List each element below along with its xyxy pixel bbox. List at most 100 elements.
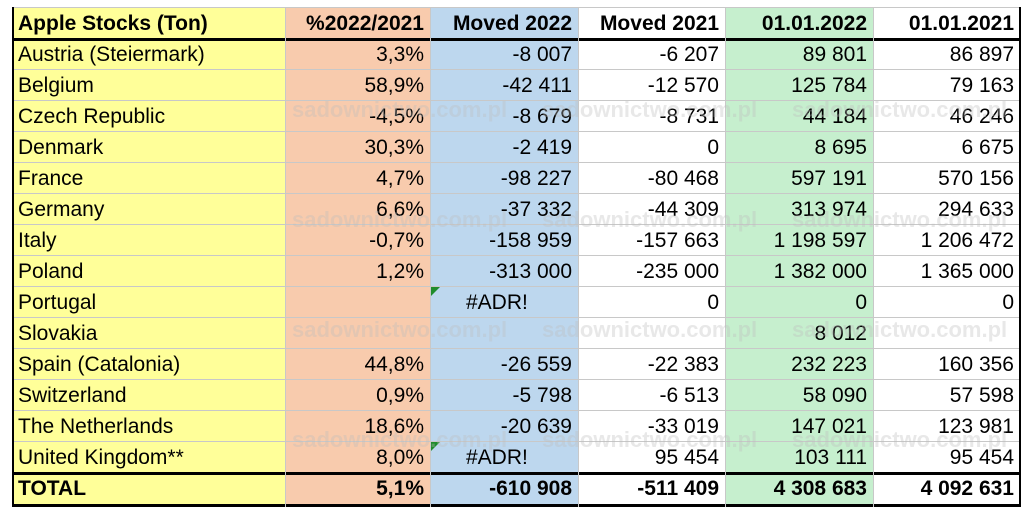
row-divider — [12, 441, 1020, 442]
column-divider — [285, 7, 286, 507]
row-divider — [12, 162, 1020, 163]
cell-d2021: 46 246 — [949, 105, 1014, 128]
cell-d2022: 313 974 — [791, 198, 867, 221]
cell-moved2022: -42 411 — [502, 74, 572, 97]
cell-pct — [285, 287, 430, 318]
cell-d2021: 123 981 — [938, 415, 1014, 438]
cell-d2022: 8 695 — [814, 136, 867, 159]
column-divider — [1019, 7, 1021, 507]
cell-moved2021: -235 000 — [636, 260, 719, 283]
country-name: France — [18, 167, 84, 190]
cell-d2022: 232 223 — [791, 353, 867, 376]
country-name: Denmark — [18, 136, 104, 159]
cell-d2021: 79 163 — [949, 74, 1014, 97]
cell-moved2022: -98 227 — [500, 167, 572, 190]
country-name: United Kingdom** — [18, 446, 184, 469]
cell-pct: -4,5% — [369, 105, 424, 128]
row-divider — [12, 286, 1020, 287]
cell-moved2021: -22 383 — [647, 353, 719, 376]
cell-d2022: 89 801 — [802, 43, 867, 66]
row-divider — [12, 131, 1020, 132]
row-divider — [12, 69, 1020, 70]
column-bg-moved2022 — [430, 7, 578, 507]
cell-pct: 1,2% — [376, 260, 424, 283]
row-divider — [12, 379, 1020, 380]
column-divider — [725, 7, 726, 507]
cell-pct: 18,6% — [364, 415, 424, 438]
cell-d2021 — [873, 318, 1020, 349]
row-divider — [12, 348, 1020, 349]
cell-d2021: 1 206 472 — [920, 229, 1014, 252]
total-label: TOTAL — [18, 477, 87, 500]
total-moved2021: -511 409 — [637, 477, 719, 500]
cell-d2022: 1 382 000 — [773, 260, 867, 283]
cell-moved2022: -5 798 — [512, 384, 572, 407]
country-name: Switzerland — [18, 384, 127, 407]
cell-pct: 6,6% — [376, 198, 424, 221]
cell-d2022: 125 784 — [791, 74, 867, 97]
cell-pct: 58,9% — [364, 74, 424, 97]
country-name: Spain (Catalonia) — [18, 353, 181, 376]
cell-d2022: 103 111 — [794, 446, 867, 469]
cell-moved2021: -157 663 — [636, 229, 719, 252]
cell-moved2021: 0 — [707, 136, 719, 159]
cell-moved2021: -44 309 — [647, 198, 719, 221]
row-divider — [12, 100, 1020, 101]
header-country: Apple Stocks (Ton) — [18, 12, 208, 35]
cell-d2022: 1 198 597 — [773, 229, 867, 252]
row-divider — [12, 38, 1020, 41]
row-divider — [12, 504, 1020, 507]
cell-moved2021: -8 731 — [659, 105, 719, 128]
row-divider — [12, 410, 1020, 411]
country-name: The Netherlands — [18, 415, 174, 438]
cell-pct: 44,8% — [364, 353, 424, 376]
cell-pct: -0,7% — [369, 229, 424, 252]
cell-pct: 3,3% — [376, 43, 424, 66]
country-name: Slovakia — [18, 322, 98, 345]
column-divider — [12, 7, 14, 507]
cell-moved2021: -80 468 — [647, 167, 719, 190]
header-d2022: 01.01.2022 — [761, 12, 867, 35]
cell-d2021: 57 598 — [949, 384, 1014, 407]
cell-d2022: 147 021 — [791, 415, 867, 438]
cell-moved2021: 0 — [707, 291, 719, 314]
cell-d2021: 86 897 — [949, 43, 1014, 66]
cell-moved2021: -6 207 — [659, 43, 719, 66]
total-pct: 5,1% — [376, 477, 424, 500]
cell-d2021: 95 454 — [949, 446, 1014, 469]
cell-d2021: 1 365 000 — [920, 260, 1014, 283]
column-divider — [578, 7, 579, 507]
row-divider — [12, 7, 1020, 8]
cell-moved2022: -8 007 — [512, 43, 572, 66]
cell-moved2022: #ADR! — [466, 446, 528, 469]
column-bg-d2022 — [725, 7, 873, 507]
column-bg-pct — [285, 7, 430, 507]
row-divider — [12, 255, 1020, 256]
row-divider — [12, 193, 1020, 194]
cell-d2022: 58 090 — [802, 384, 867, 407]
cell-moved2021: -12 570 — [647, 74, 719, 97]
country-name: Poland — [18, 260, 84, 283]
cell-pct: 8,0% — [376, 446, 424, 469]
country-name: Germany — [18, 198, 105, 221]
total-moved2022: -610 908 — [489, 477, 572, 500]
cell-d2021: 6 675 — [961, 136, 1014, 159]
column-bg-d2021 — [873, 7, 1020, 507]
cell-moved2021: 95 454 — [654, 446, 719, 469]
cell-moved2021: -33 019 — [647, 415, 719, 438]
country-name: Portugal — [18, 291, 97, 314]
cell-moved2022: -37 332 — [500, 198, 572, 221]
column-divider — [873, 7, 874, 507]
cell-moved2022: -20 639 — [500, 415, 572, 438]
country-name: Italy — [18, 229, 57, 252]
cell-moved2022: -2 419 — [512, 136, 572, 159]
cell-pct: 30,3% — [364, 136, 424, 159]
total-d2021: 4 092 631 — [920, 477, 1014, 500]
cell-moved2022: -158 959 — [489, 229, 572, 252]
cell-d2021: 160 356 — [938, 353, 1014, 376]
cell-d2022: 597 191 — [791, 167, 867, 190]
column-divider — [430, 7, 431, 507]
row-divider — [12, 317, 1020, 318]
row-divider — [12, 224, 1020, 225]
cell-moved2021: -6 513 — [659, 384, 719, 407]
